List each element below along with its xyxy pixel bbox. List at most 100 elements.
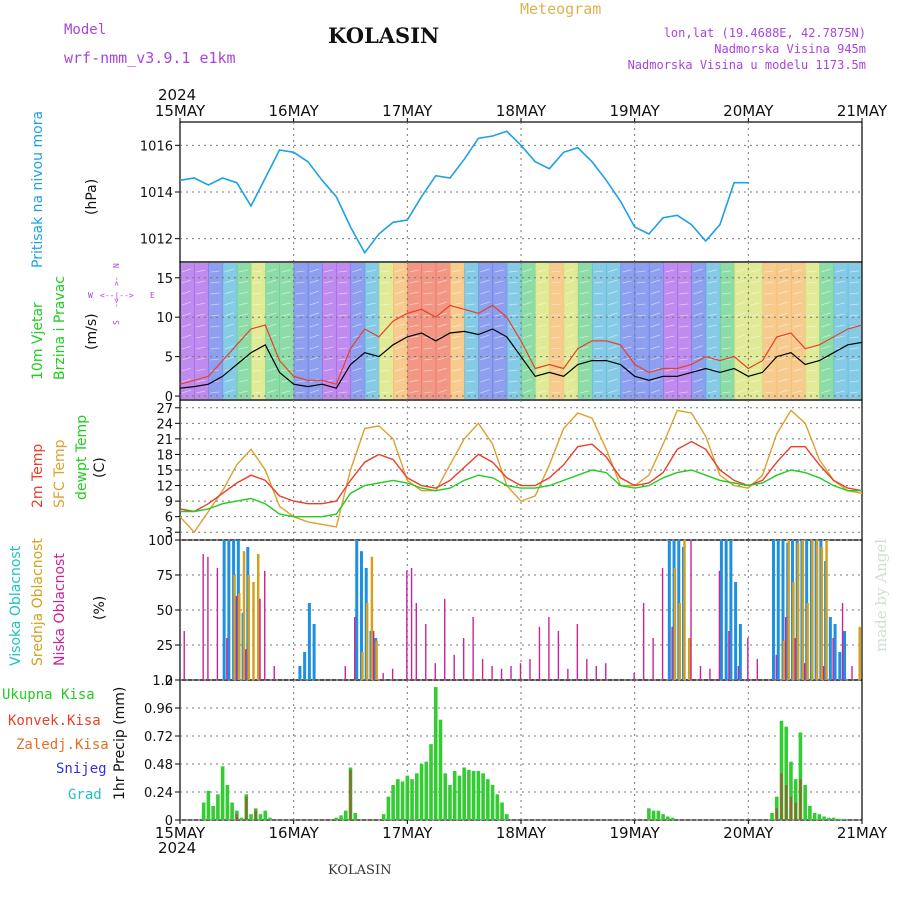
wind-barb <box>252 380 263 383</box>
wind-band <box>634 263 650 399</box>
wind-barb <box>593 303 604 306</box>
cloud-bar-low <box>453 654 455 680</box>
precip-bar-total <box>817 814 822 820</box>
cloud-bar-high <box>776 540 780 680</box>
wind-barb <box>792 302 803 306</box>
wind-barb <box>494 313 504 317</box>
cloud-bar-high <box>833 624 837 680</box>
wind-barb <box>309 356 320 361</box>
wind-barb <box>295 347 305 350</box>
precip-bar-total <box>438 719 443 820</box>
precip-bar-total <box>798 732 803 820</box>
wind-barb <box>451 324 462 328</box>
year-label-bottom: 2024 <box>158 839 196 857</box>
wind-barb <box>807 336 817 339</box>
wind-barb <box>608 389 618 394</box>
wind-barb <box>281 302 291 306</box>
x-tick-label-top: 17MAY <box>382 102 433 120</box>
wind-barb <box>238 313 248 317</box>
wind-barb <box>721 314 731 317</box>
wind-barb <box>451 390 462 394</box>
wind-barb <box>181 367 192 372</box>
wind-barb <box>210 270 220 273</box>
wind-barb <box>196 313 206 317</box>
wind-barb <box>181 312 192 317</box>
wind-barb <box>466 391 476 394</box>
wind-barb <box>238 324 248 328</box>
wind-barb <box>537 379 547 383</box>
legend-total: Ukupna Kisa <box>2 687 95 703</box>
cloud-bar-high <box>724 540 728 680</box>
wind-barb <box>480 312 490 317</box>
precip-bar-total <box>486 779 490 820</box>
wind-barb <box>281 280 291 284</box>
cloud-bar-high <box>227 540 231 680</box>
wind-barb <box>835 302 845 306</box>
wind-barb <box>764 325 774 328</box>
wind-barb <box>522 378 533 383</box>
wind-barb <box>210 325 220 328</box>
wind-barb <box>323 269 334 273</box>
cloud-bar-low <box>434 663 436 680</box>
meteogram-label: Meteogram <box>520 0 601 18</box>
wind-barb <box>593 281 604 284</box>
wind-barb <box>437 290 447 295</box>
wind-barb <box>778 268 788 273</box>
wind-barb <box>480 389 490 394</box>
temp-unit: (C) <box>92 457 108 478</box>
wind-barb <box>323 390 334 394</box>
wind-barb <box>735 279 746 284</box>
wind-barb <box>807 325 817 328</box>
wind-barb <box>792 357 803 361</box>
wind-barb <box>721 325 731 328</box>
wind-barb <box>508 336 518 339</box>
wind-barb <box>309 367 320 372</box>
wind-barb <box>764 292 774 295</box>
wind-barb <box>437 279 447 284</box>
wind-barb <box>181 378 192 383</box>
precip-bar-total <box>490 785 495 820</box>
wind-barb <box>664 357 675 361</box>
cloud-bar-high <box>359 551 363 680</box>
wind-barb <box>579 280 589 284</box>
wind-barb <box>522 268 533 273</box>
wind-barb <box>807 380 817 383</box>
precip-bar-total <box>443 773 448 820</box>
wind-barb <box>394 290 405 295</box>
cloud-bar-mid <box>796 542 800 680</box>
cloud-bar-low <box>273 666 275 680</box>
wind-barb <box>394 268 405 273</box>
cloud-bar-low <box>690 540 692 680</box>
wind-barb <box>537 357 547 361</box>
precip-bar-total <box>268 817 272 820</box>
lonlat-label: lon,lat (19.4688E, 42.7875N) <box>664 26 866 40</box>
wind-barb <box>593 358 604 361</box>
wind-barb <box>196 379 206 383</box>
wind-barb <box>366 313 376 317</box>
precip-bar-total <box>220 766 225 820</box>
wind-barb <box>267 378 277 383</box>
y-tick-label: 5 <box>165 351 173 366</box>
wind-barb <box>196 368 206 372</box>
wind-barb <box>693 323 703 328</box>
precip-bar-total <box>216 794 220 820</box>
wind-barb <box>707 346 717 350</box>
wind-barb <box>366 379 376 383</box>
wind-barb <box>807 347 817 350</box>
wind-barb <box>679 369 689 372</box>
cloud-bar-high <box>312 624 316 680</box>
wind-barb <box>565 389 575 394</box>
wind-band <box>606 263 621 399</box>
wind-band <box>194 263 209 399</box>
wind-barb <box>394 345 405 350</box>
wind-barb <box>608 367 618 372</box>
wind-barb <box>252 314 263 317</box>
wind-barb <box>664 280 675 284</box>
wind-band <box>776 263 792 399</box>
wind-barb <box>821 389 831 394</box>
cloud-bar-mid <box>811 540 814 680</box>
cloud-bar-low <box>756 659 759 680</box>
cloud-bar-mid <box>242 551 246 680</box>
precip-legend: Ukupna Kisa Konvek.Kisa Zaledj.Kisa Snij… <box>2 687 109 803</box>
cloud-bar-high <box>828 617 832 680</box>
